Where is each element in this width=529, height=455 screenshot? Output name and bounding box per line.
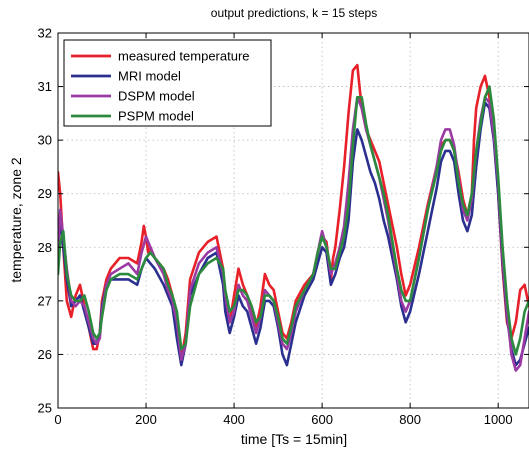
y-tick-label: 26 xyxy=(38,347,52,362)
x-tick-label: 600 xyxy=(311,412,333,427)
legend-label-2: MRI model xyxy=(118,69,181,84)
chart-title: output predictions, k = 15 steps xyxy=(211,6,377,20)
series-lines xyxy=(58,63,529,372)
series-line-2 xyxy=(58,101,529,367)
x-tick-label: 0 xyxy=(54,412,61,427)
legend: measured temperature MRI model DSPM model P… xyxy=(63,39,272,127)
y-tick-label: 27 xyxy=(38,293,52,308)
y-axis-ticks: 25 26 27 28 29 30 31 32 xyxy=(38,26,529,416)
x-axis-ticks: 0 200 400 600 800 1000 xyxy=(54,33,513,427)
y-tick-label: 31 xyxy=(38,79,52,94)
x-axis-label: time [Ts = 15min] xyxy=(241,431,347,447)
legend-box xyxy=(63,39,272,127)
y-axis-label: temperature, zone 2 xyxy=(8,157,24,283)
x-tick-label: 200 xyxy=(135,412,157,427)
y-tick-label: 30 xyxy=(38,133,52,148)
legend-label-4: PSPM model xyxy=(118,109,194,124)
y-tick-label: 29 xyxy=(38,186,52,201)
x-tick-label: 1000 xyxy=(484,412,513,427)
y-tick-label: 28 xyxy=(38,240,52,255)
series-line-4 xyxy=(58,85,529,356)
legend-label-3: DSPM model xyxy=(118,89,195,104)
x-tick-label: 400 xyxy=(223,412,245,427)
y-tick-label: 25 xyxy=(38,401,52,416)
y-tick-label: 32 xyxy=(38,26,52,41)
plot-frame xyxy=(57,32,529,409)
x-tick-label: 800 xyxy=(399,412,421,427)
legend-label-1: measured temperature xyxy=(118,49,250,64)
